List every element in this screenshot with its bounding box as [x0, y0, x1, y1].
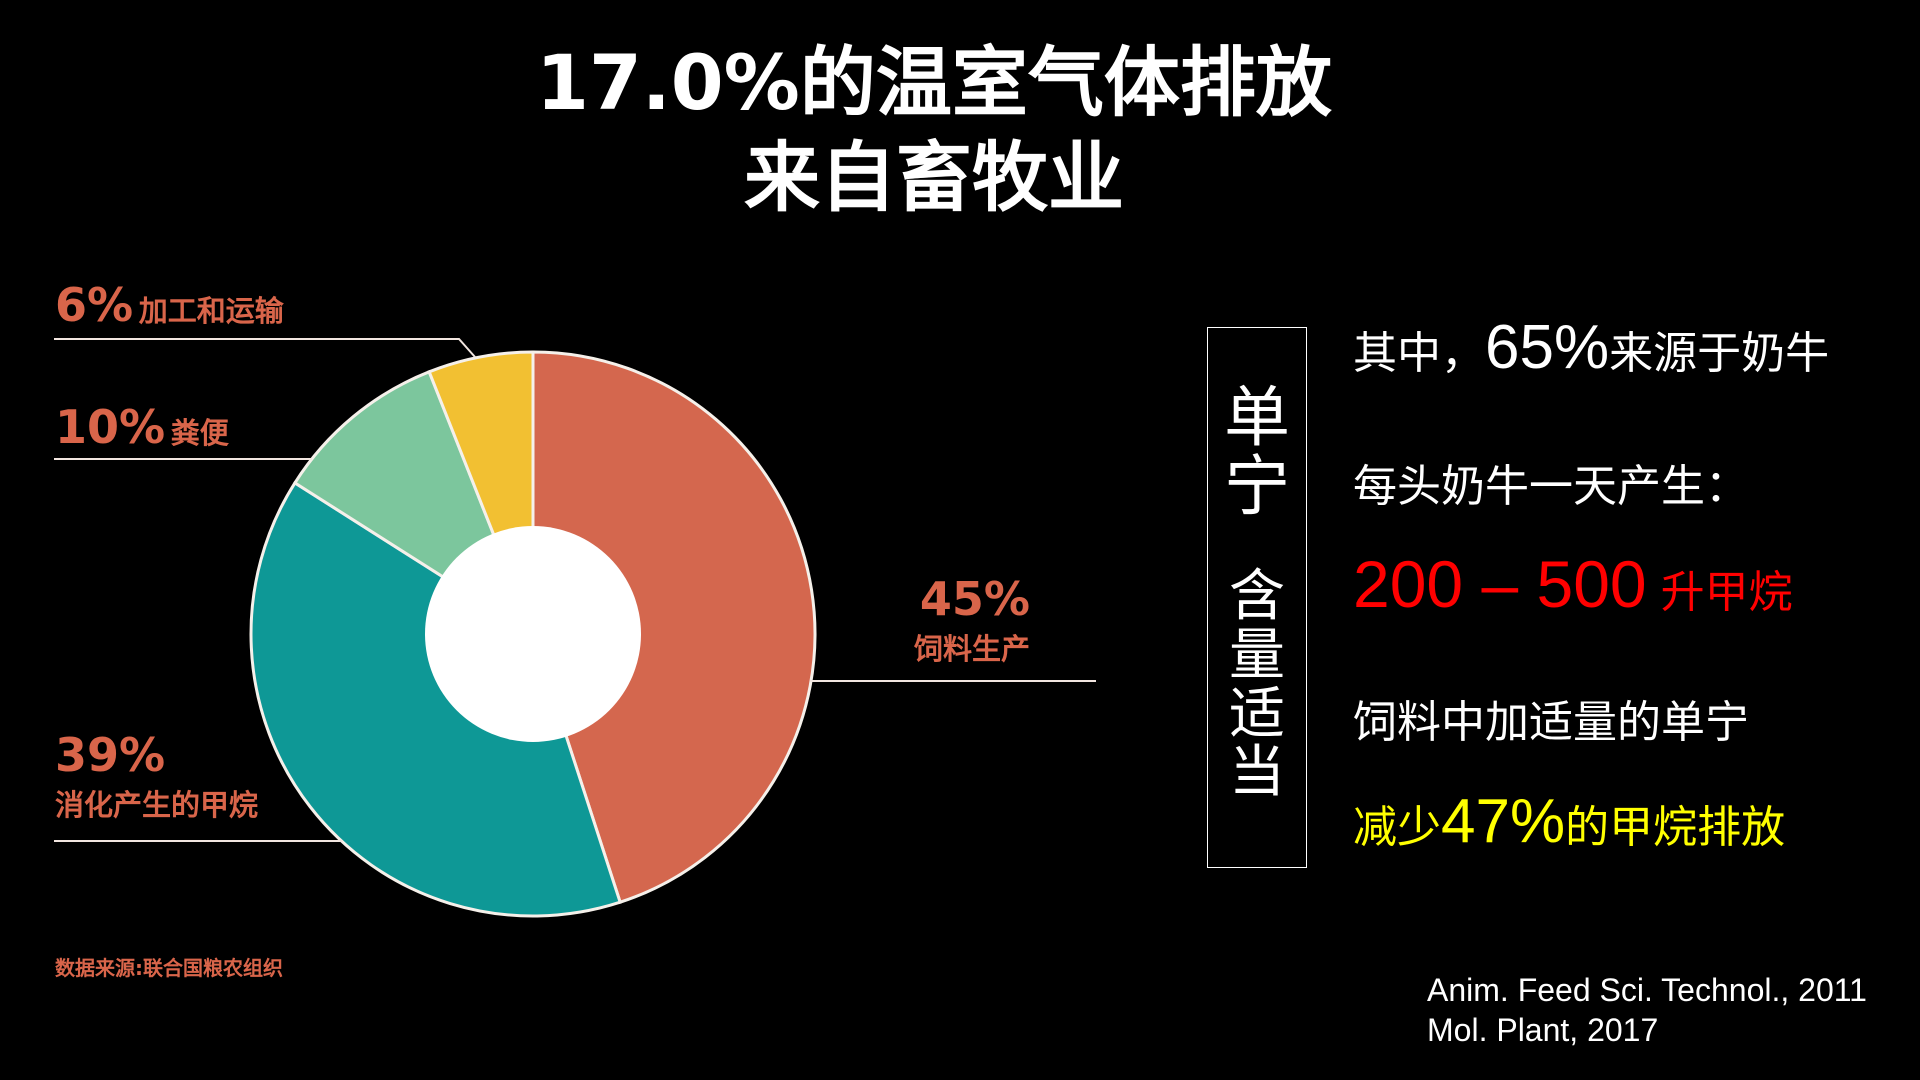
fact-line-3: 200 – 500 升甲烷 [1353, 546, 1793, 622]
label-transport: 6% 加工和运输 [55, 278, 284, 332]
pie-slice-1 [249, 480, 623, 918]
unit: 升甲烷 [1646, 567, 1793, 618]
title-line-2: 来自畜牧业 [744, 133, 1124, 222]
text: 其中， [1353, 328, 1485, 379]
label-digestion: 39% 消化产生的甲烷 [55, 728, 258, 824]
percent: 47% [1441, 787, 1566, 856]
fact-line-2: 每头奶牛一天产生： [1353, 461, 1749, 512]
fact-line-5: 减少47%的甲烷排放 [1353, 786, 1785, 857]
label-value: 45% [919, 572, 1030, 626]
text: 的甲烷排放 [1565, 802, 1786, 853]
reference-1: Anim. Feed Sci. Technol., 2011 [1427, 972, 1867, 1008]
label-value: 39% [55, 728, 166, 782]
tannin-content-label: 含量适当 [1229, 564, 1285, 806]
label-value: 6% [55, 278, 134, 332]
label-category: 消化产生的甲烷 [55, 788, 259, 822]
text: 减少 [1353, 802, 1441, 853]
pie-slice-0 [531, 350, 817, 905]
source-note: 数据来源:联合国粮农组织 [55, 956, 283, 980]
label-feed: 45% 饲料生产 [880, 572, 1030, 668]
fact-line-4: 饲料中加适量的单宁 [1353, 697, 1749, 748]
fact-line-1: 其中，65%来源于奶牛 [1353, 312, 1829, 383]
percent: 65% [1485, 313, 1610, 382]
label-value: 10% [55, 400, 166, 454]
title-line-1: 17.0%的温室气体排放 [536, 38, 1332, 127]
text: 来源于奶牛 [1609, 328, 1830, 379]
range: 200 – 500 [1353, 547, 1647, 621]
leader-line-transport [54, 338, 476, 358]
label-category: 加工和运输 [138, 294, 284, 328]
label-category: 饲料生产 [913, 632, 1030, 666]
label-manure: 10% 粪便 [55, 400, 229, 454]
tannin-box: 单宁 含量适当 [1207, 327, 1307, 868]
reference-2: Mol. Plant, 2017 [1427, 1012, 1659, 1048]
pie-center [425, 526, 641, 742]
tannin-label: 单宁 [1224, 379, 1290, 526]
label-category: 粪便 [170, 416, 229, 450]
